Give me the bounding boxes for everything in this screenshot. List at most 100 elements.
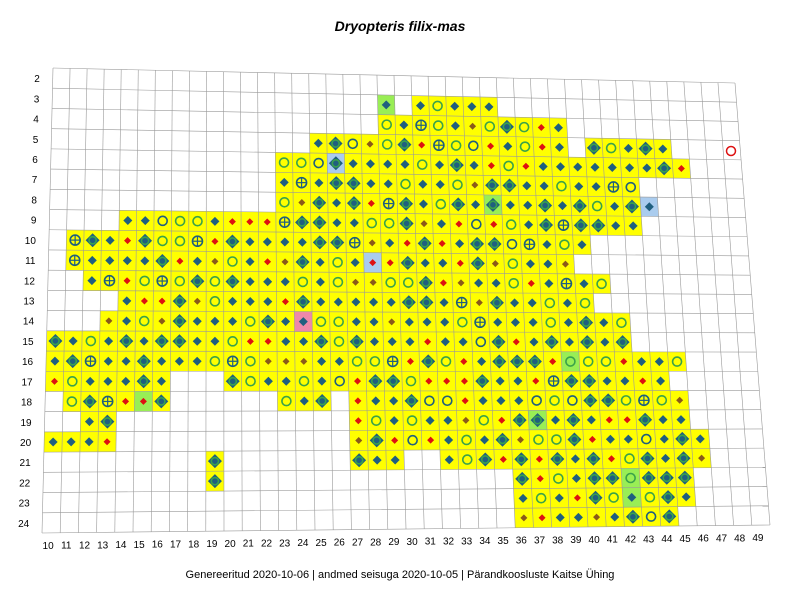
column-label: 35 — [498, 536, 510, 547]
grid-cell — [652, 391, 671, 410]
row-label: 22 — [19, 478, 31, 489]
grid-cell — [293, 153, 311, 173]
grid-cell — [154, 231, 172, 251]
grid-cell — [242, 371, 260, 391]
column-label: 16 — [152, 540, 164, 551]
grid-cell — [63, 371, 81, 391]
grid-cell — [380, 213, 398, 233]
column-label: 46 — [698, 534, 710, 545]
grid-cell — [344, 134, 362, 154]
grid-cell — [432, 194, 450, 214]
grid-cell — [413, 155, 431, 175]
column-label: 49 — [752, 533, 764, 544]
grid-cell — [135, 311, 153, 331]
row-label: 6 — [32, 155, 38, 166]
row-label: 12 — [24, 276, 36, 287]
grid-cell — [668, 352, 687, 371]
grid-cell — [505, 273, 523, 293]
row-label: 5 — [33, 135, 39, 146]
column-label: 34 — [479, 536, 491, 547]
column-label: 31 — [425, 537, 437, 548]
column-label: 12 — [79, 541, 91, 552]
grid-cell — [437, 352, 455, 372]
grid-cell — [458, 450, 477, 470]
row-label: 11 — [25, 256, 36, 267]
grid-cell — [464, 136, 482, 156]
grid-vline — [60, 68, 70, 532]
grid-cell — [552, 176, 570, 196]
grid-cell — [382, 273, 400, 293]
grid-cell — [399, 273, 417, 293]
column-label: 41 — [607, 535, 619, 546]
column-label: 17 — [170, 540, 182, 551]
grid-cell — [429, 96, 447, 116]
column-label: 30 — [407, 537, 419, 548]
row-label: 8 — [31, 195, 37, 206]
grid-cell — [622, 177, 641, 197]
grid-cell — [294, 272, 312, 292]
grid-vline — [97, 69, 105, 532]
grid-cell — [504, 254, 522, 274]
row-label: 21 — [20, 458, 32, 469]
grid-cell — [472, 332, 490, 352]
grid-cell — [597, 352, 616, 371]
grid-cell — [474, 410, 493, 430]
column-label: 21 — [243, 539, 255, 550]
grid-cell — [561, 352, 580, 371]
grid-cell — [330, 332, 348, 352]
column-label: 43 — [643, 534, 655, 545]
grid-cell — [547, 430, 566, 450]
column-label: 40 — [589, 535, 601, 546]
row-label: 7 — [32, 175, 38, 186]
grid-cell — [136, 271, 154, 291]
grid-cell — [329, 252, 347, 272]
grid-cell — [224, 251, 242, 271]
grid-cell — [637, 429, 656, 448]
grid-cell — [429, 116, 447, 136]
grid-cell — [529, 430, 548, 450]
grid-cell — [171, 211, 189, 231]
column-label: 29 — [388, 537, 400, 548]
grid-cell — [312, 312, 330, 332]
grid-cell — [171, 271, 189, 291]
row-label: 19 — [21, 418, 33, 429]
grid-cell — [500, 156, 518, 176]
column-label: 25 — [316, 538, 328, 549]
column-label: 22 — [261, 539, 273, 550]
grid-cell — [516, 137, 534, 157]
grid-cell — [549, 469, 568, 489]
grid-cell — [366, 351, 384, 371]
column-label: 18 — [188, 539, 200, 550]
grid-cell — [154, 211, 172, 231]
grid-cell — [579, 352, 598, 371]
column-label: 36 — [516, 536, 528, 547]
column-label: 32 — [443, 537, 455, 548]
row-label: 2 — [34, 74, 40, 85]
row-label: 24 — [18, 519, 30, 530]
grid-cell — [242, 351, 260, 371]
column-label: 28 — [370, 537, 382, 548]
grid-cell — [641, 507, 660, 527]
column-label: 33 — [461, 536, 473, 547]
grid-cell — [592, 274, 611, 294]
row-label: 9 — [31, 216, 37, 227]
column-label: 47 — [716, 534, 728, 545]
row-label: 23 — [19, 499, 31, 510]
grid-cell — [348, 351, 366, 371]
column-label: 39 — [570, 535, 582, 546]
grid-cell — [403, 430, 422, 450]
grid-cell — [310, 153, 328, 173]
grid-cell — [527, 391, 546, 411]
row-label: 14 — [23, 317, 35, 328]
grid-cell — [515, 117, 533, 137]
column-label: 19 — [206, 539, 218, 550]
grid-cell — [367, 411, 385, 431]
grid-cell — [82, 331, 100, 351]
grid-cell — [457, 430, 476, 450]
row-label: 16 — [22, 357, 34, 368]
grid-cell — [206, 291, 224, 311]
column-label: 20 — [225, 539, 237, 550]
row-label: 10 — [25, 236, 37, 247]
grid-cell — [206, 271, 224, 291]
